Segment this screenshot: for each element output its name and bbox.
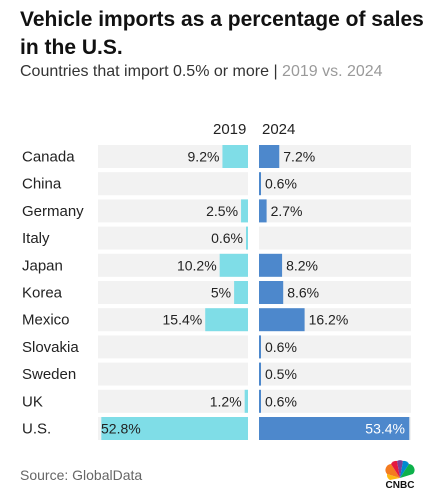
row-bg-2024-germany — [259, 199, 411, 223]
value-label-2024: 2.7% — [271, 203, 303, 219]
bar-2024 — [259, 335, 261, 359]
value-label-2019: 15.4% — [163, 312, 203, 328]
bar-2024 — [259, 199, 267, 223]
bar-2019 — [205, 308, 248, 332]
value-label-2024: 0.6% — [265, 339, 297, 355]
value-label-2024: 0.5% — [265, 366, 297, 382]
row-bg-2024-sweden — [259, 362, 411, 386]
value-label-2024: 0.6% — [265, 393, 297, 409]
bar-2024 — [259, 417, 410, 440]
category-label: Slovakia — [22, 339, 79, 356]
subtitle-main: Countries that import 0.5% or more | — [20, 63, 283, 80]
bar-2019 — [222, 145, 248, 168]
category-label: Canada — [22, 149, 75, 166]
value-label-2024: 7.2% — [283, 149, 315, 165]
row-bg-2019-italy — [98, 226, 248, 250]
bar-2024 — [259, 145, 280, 168]
chart-title: Vehicle imports as a percentage of sales… — [20, 8, 424, 59]
bar-2019 — [244, 389, 248, 413]
value-label-2019: 0.6% — [211, 230, 243, 246]
value-label-2019: 2.5% — [206, 203, 238, 219]
column-header-2024: 2024 — [262, 121, 296, 138]
value-label-2019: 10.2% — [177, 257, 217, 273]
row-bg-2019-uk — [98, 389, 248, 413]
bar-2019 — [101, 417, 248, 440]
row-bg-2024-slovakia — [259, 335, 411, 359]
bar-2019 — [246, 226, 248, 250]
bar-2019 — [234, 281, 248, 304]
column-header-2019: 2019 — [213, 121, 247, 138]
value-label-2024: 8.2% — [286, 257, 318, 273]
value-label-2024: 8.6% — [287, 285, 319, 301]
chart-subtitle: Countries that import 0.5% or more | 201… — [20, 62, 430, 82]
value-label-2019: 52.8% — [101, 421, 141, 437]
cnbc-peacock-logo — [385, 460, 415, 480]
category-label: Italy — [22, 230, 50, 247]
category-label: Sweden — [22, 366, 76, 383]
row-bg-2024-korea — [259, 281, 411, 304]
value-label-2024: 16.2% — [309, 312, 349, 328]
row-bg-2019-japan — [98, 253, 248, 277]
row-bg-2019-china — [98, 172, 248, 196]
subtitle-years: 2019 vs. 2024 — [282, 63, 383, 80]
category-label: UK — [22, 393, 43, 410]
row-bg-2019-canada — [98, 145, 248, 168]
value-label-2024: 0.6% — [265, 176, 297, 192]
row-bg-2024-canada — [259, 145, 411, 168]
value-label-2024: 53.4% — [365, 421, 405, 437]
row-bg-2019-slovakia — [98, 335, 248, 359]
value-label-2019: 5% — [211, 285, 231, 301]
category-label: Korea — [22, 285, 63, 302]
source-note: Source: GlobalData — [20, 467, 143, 483]
bar-2024 — [259, 281, 284, 304]
bar-2024 — [259, 389, 261, 413]
bar-2024 — [259, 253, 283, 277]
bar-2024 — [259, 362, 261, 386]
category-label: U.S. — [22, 421, 51, 438]
row-bg-2024-japan — [259, 253, 411, 277]
bar-2024 — [259, 172, 261, 196]
category-label: China — [22, 176, 62, 193]
category-label: Germany — [22, 203, 84, 220]
row-bg-2019-sweden — [98, 362, 248, 386]
bar-2024 — [259, 308, 305, 332]
cnbc-logo-text: CNBC — [385, 480, 415, 491]
category-label: Mexico — [22, 312, 70, 329]
value-label-2019: 1.2% — [210, 393, 242, 409]
value-label-2019: 9.2% — [188, 149, 220, 165]
bar-2019 — [219, 253, 248, 277]
category-label: Japan — [22, 257, 63, 274]
bar-2019 — [241, 199, 248, 223]
row-bg-2024-italy — [259, 226, 411, 250]
row-bg-2024-china — [259, 172, 411, 196]
row-bg-2019-korea — [98, 281, 248, 304]
row-bg-2024-uk — [259, 389, 411, 413]
row-bg-2019-germany — [98, 199, 248, 223]
